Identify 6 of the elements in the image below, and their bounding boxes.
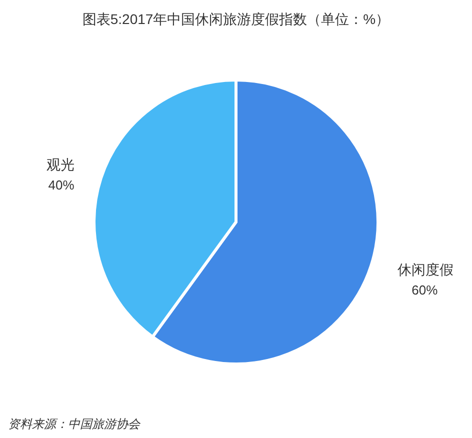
data-label: 60% <box>412 282 438 298</box>
chart-title: 图表5:2017年中国休闲旅游度假指数（单位：%） <box>82 11 390 27</box>
slice-label: 休闲度假 <box>398 262 454 278</box>
data-label: 40% <box>48 177 75 192</box>
text: 资料来源：中国旅游协会 <box>8 417 141 431</box>
slice-label: 观光 <box>46 156 74 172</box>
